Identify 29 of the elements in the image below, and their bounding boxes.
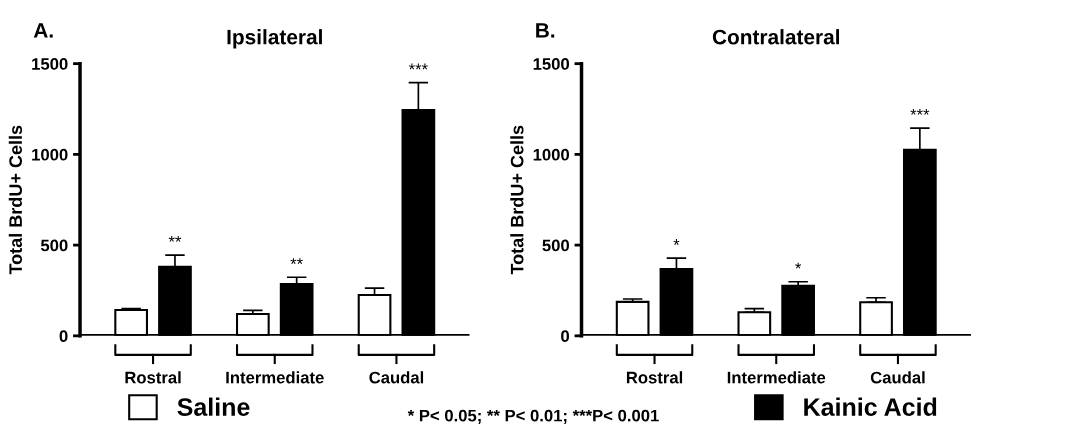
- y-tick-label: 0: [59, 330, 68, 343]
- y-axis-title: Total BrdU+ Cells: [510, 125, 524, 275]
- data-label: **: [168, 236, 182, 242]
- y-axis-title: Total BrdU+ Cells: [8, 125, 23, 275]
- chart-title: Ipsilateral: [227, 29, 322, 49]
- y-tick-label: 0: [561, 330, 570, 343]
- x-tick-label: Intermediate: [226, 371, 324, 384]
- y-tick-label: 500: [40, 239, 68, 252]
- text: B.: [536, 23, 555, 38]
- x-tick-label: Caudal: [870, 371, 925, 384]
- text: A.: [33, 23, 53, 38]
- text: * P< 0.05; ** P< 0.01; ***P< 0.001: [407, 409, 659, 424]
- data-label: **: [290, 258, 303, 264]
- data-label: *: [795, 262, 802, 269]
- x-tick-label: Rostral: [626, 371, 683, 384]
- y-tick-label: 1500: [533, 58, 570, 70]
- data-label: *: [673, 239, 680, 245]
- y-tick-label: 1000: [533, 148, 570, 161]
- data-label: ***: [910, 108, 930, 115]
- y-tick-label: 1000: [32, 148, 68, 161]
- legend-label: Kainic Acid: [804, 397, 937, 416]
- x-tick-label: Rostral: [125, 371, 181, 384]
- y-tick-label: 500: [542, 239, 570, 252]
- x-tick-label: Caudal: [369, 371, 424, 384]
- x-tick-label: Intermediate: [727, 371, 826, 384]
- legend-label: Saline: [177, 397, 250, 416]
- y-tick-label: 1500: [32, 58, 68, 70]
- chart-title: Contralateral: [712, 29, 840, 45]
- data-label: ***: [408, 63, 428, 70]
